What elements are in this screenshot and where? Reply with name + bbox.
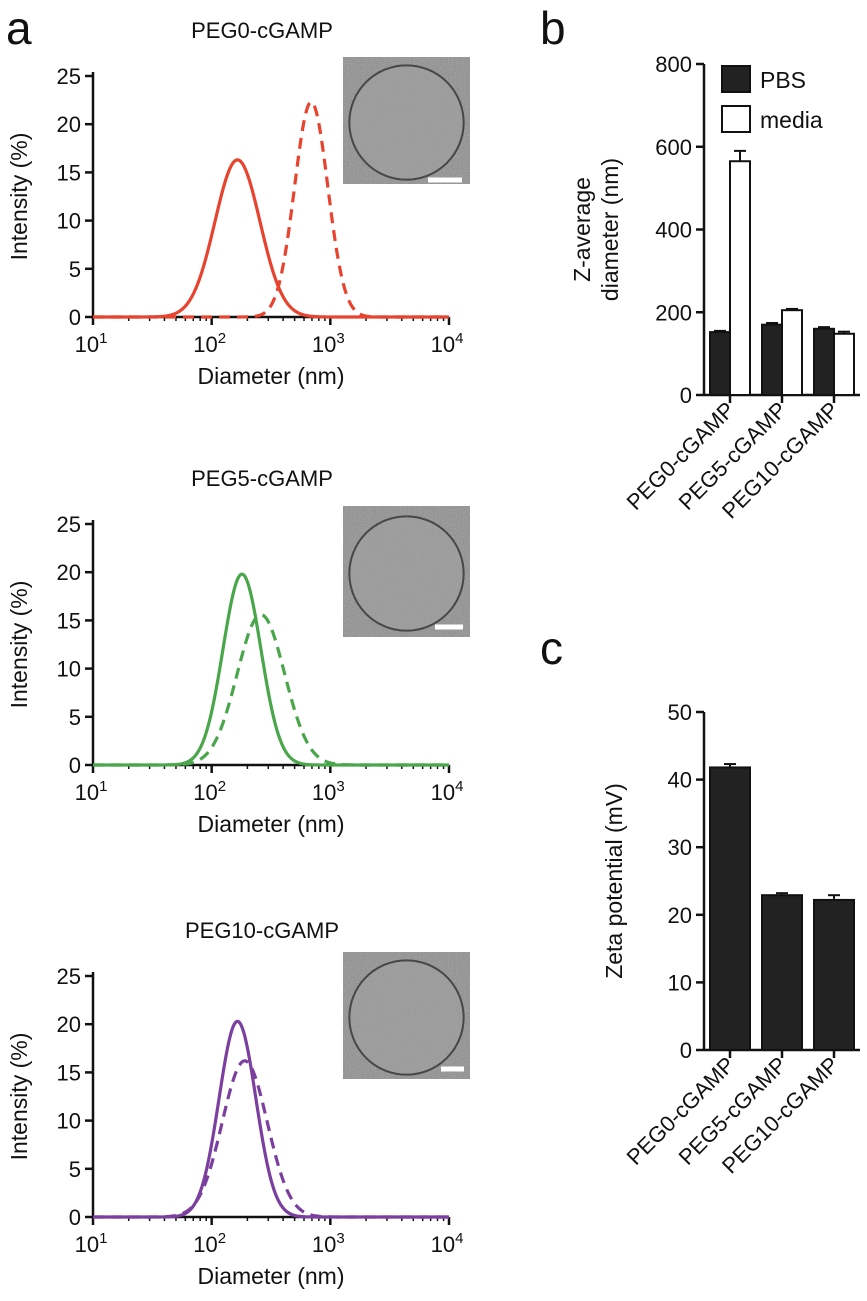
y-tick-label: 5 xyxy=(69,705,81,730)
chart-a3: PEG10-cGAMP 0 5 10 15 20 25 101 102 103 104 Diamete… xyxy=(6,918,470,1289)
y-tick-label: 0 xyxy=(680,383,692,408)
y-tick-label: 0 xyxy=(69,305,81,330)
x-axis-label: Diameter (nm) xyxy=(198,363,345,389)
series-line-dashed xyxy=(92,100,450,319)
legend-swatch-pbs xyxy=(721,65,751,93)
bar xyxy=(761,894,803,1051)
x-tick-label: 101 xyxy=(75,778,108,805)
chart-a1: PEG0-cGAMP 0 5 10 15 20 25 101 102 103 104 Diameter… xyxy=(6,18,470,389)
x-tick-label: 103 xyxy=(312,778,345,805)
y-tick-label: 5 xyxy=(69,1157,81,1182)
x-tick-label: 102 xyxy=(193,330,226,357)
x-axis-label: Diameter (nm) xyxy=(198,1263,345,1289)
bar-pbs xyxy=(813,327,835,396)
panel-letter-a: a xyxy=(6,2,32,54)
chart-title: PEG0-cGAMP xyxy=(191,18,333,43)
y-tick-label: 25 xyxy=(57,64,81,89)
x-tick-label: 104 xyxy=(431,778,464,805)
y-tick-label: 10 xyxy=(57,1109,81,1134)
y-tick-label: 20 xyxy=(57,560,81,585)
panel-letter-c: c xyxy=(540,622,563,674)
y-tick-label: 10 xyxy=(668,970,692,995)
y-tick-label: 20 xyxy=(57,112,81,137)
x-axis-label: Diameter (nm) xyxy=(198,811,345,837)
bar-media xyxy=(833,332,855,397)
inset-micrograph xyxy=(343,952,470,1079)
y-tick-label: 600 xyxy=(655,135,692,160)
y-tick-label: 40 xyxy=(668,768,692,793)
legend-label-pbs: PBS xyxy=(760,67,806,93)
x-tick-label: 104 xyxy=(431,1230,464,1257)
y-tick-label: 15 xyxy=(57,1060,81,1085)
y-tick-label: 200 xyxy=(655,300,692,325)
x-tick-label: 104 xyxy=(431,330,464,357)
chart-a2: PEG5-cGAMP 0 5 10 15 20 25 101 102 103 104 Diameter… xyxy=(6,466,470,837)
y-tick-label: 25 xyxy=(57,512,81,537)
x-tick-label: 103 xyxy=(312,330,345,357)
y-tick-label: 15 xyxy=(57,160,81,185)
y-tick-label: 0 xyxy=(69,1205,81,1230)
y-tick-label: 400 xyxy=(655,218,692,243)
legend-label-media: media xyxy=(760,107,823,133)
panel-letter-b: b xyxy=(540,2,566,54)
x-tick-label: 102 xyxy=(193,1230,226,1257)
y-tick-label: 10 xyxy=(57,657,81,682)
y-tick-label: 30 xyxy=(668,835,692,860)
inset-micrograph xyxy=(343,57,470,184)
bar xyxy=(813,898,855,1051)
series-line-dashed xyxy=(92,1059,450,1219)
y-axis-label: Zeta potential (mV) xyxy=(601,783,627,979)
y-axis-label: Intensity (%) xyxy=(6,133,32,261)
chart-title: PEG10-cGAMP xyxy=(185,918,339,943)
chart-c: 01020304050PEG0-cGAMPPEG5-cGAMPPEG10-cGA… xyxy=(601,700,860,1178)
y-tick-label: 50 xyxy=(668,700,692,725)
y-tick-label: 800 xyxy=(655,52,692,77)
y-tick-label: 0 xyxy=(680,1038,692,1063)
y-axis-label: Intensity (%) xyxy=(6,1033,32,1161)
chart-b: 0200400600800PEG0-cGAMPPEG5-cGAMPPEG10-c… xyxy=(569,52,860,523)
bar-media xyxy=(781,309,803,396)
chart-title: PEG5-cGAMP xyxy=(191,466,333,491)
y-tick-label: 15 xyxy=(57,608,81,633)
x-tick-label: 103 xyxy=(312,1230,345,1257)
y-tick-label: 20 xyxy=(57,1012,81,1037)
bar xyxy=(709,766,751,1051)
x-tick-label: 102 xyxy=(193,778,226,805)
legend-swatch-media xyxy=(721,105,751,133)
y-axis-label: Z-averagediameter (nm) xyxy=(569,158,623,301)
y-axis-label: Intensity (%) xyxy=(6,581,32,709)
y-tick-label: 25 xyxy=(57,964,81,989)
inset-micrograph xyxy=(343,506,470,637)
bar-pbs xyxy=(761,323,783,397)
x-tick-label: 101 xyxy=(75,1230,108,1257)
y-tick-label: 0 xyxy=(69,753,81,778)
y-tick-label: 20 xyxy=(668,903,692,928)
bar-pbs xyxy=(709,331,731,396)
y-tick-label: 10 xyxy=(57,209,81,234)
bar-media xyxy=(729,160,751,396)
y-tick-label: 5 xyxy=(69,257,81,282)
series-line-dashed xyxy=(92,613,450,767)
x-tick-label: 101 xyxy=(75,330,108,357)
